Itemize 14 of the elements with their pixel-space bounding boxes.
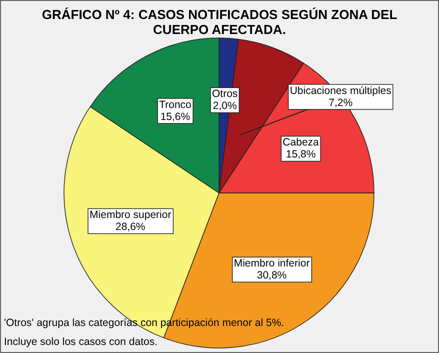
data-label: 15,6% xyxy=(160,110,190,123)
slice-label: Ubicaciones múltiples xyxy=(290,84,392,97)
data-label: 30,8% xyxy=(256,270,287,282)
legend-label: Tronco xyxy=(159,98,192,111)
slice-label: Otros xyxy=(212,88,238,100)
data-label: 2,0% xyxy=(212,100,237,112)
text: Incluye solo los casos con datos. xyxy=(4,336,158,348)
data-label: 28,6% xyxy=(115,221,146,234)
data-label: 7,2% xyxy=(328,96,353,109)
slice-label: Cabeza xyxy=(282,136,320,149)
data-label: 15,8% xyxy=(286,148,316,161)
slice-label: Miembro inferior xyxy=(234,258,310,270)
chart-title: GRÁFICO Nº 4: CASOS NOTIFICADOS SEGÚN ZONA DEL CUERPO AFECTADA. xyxy=(42,7,398,37)
slice-label: Miembro superior xyxy=(90,209,172,222)
